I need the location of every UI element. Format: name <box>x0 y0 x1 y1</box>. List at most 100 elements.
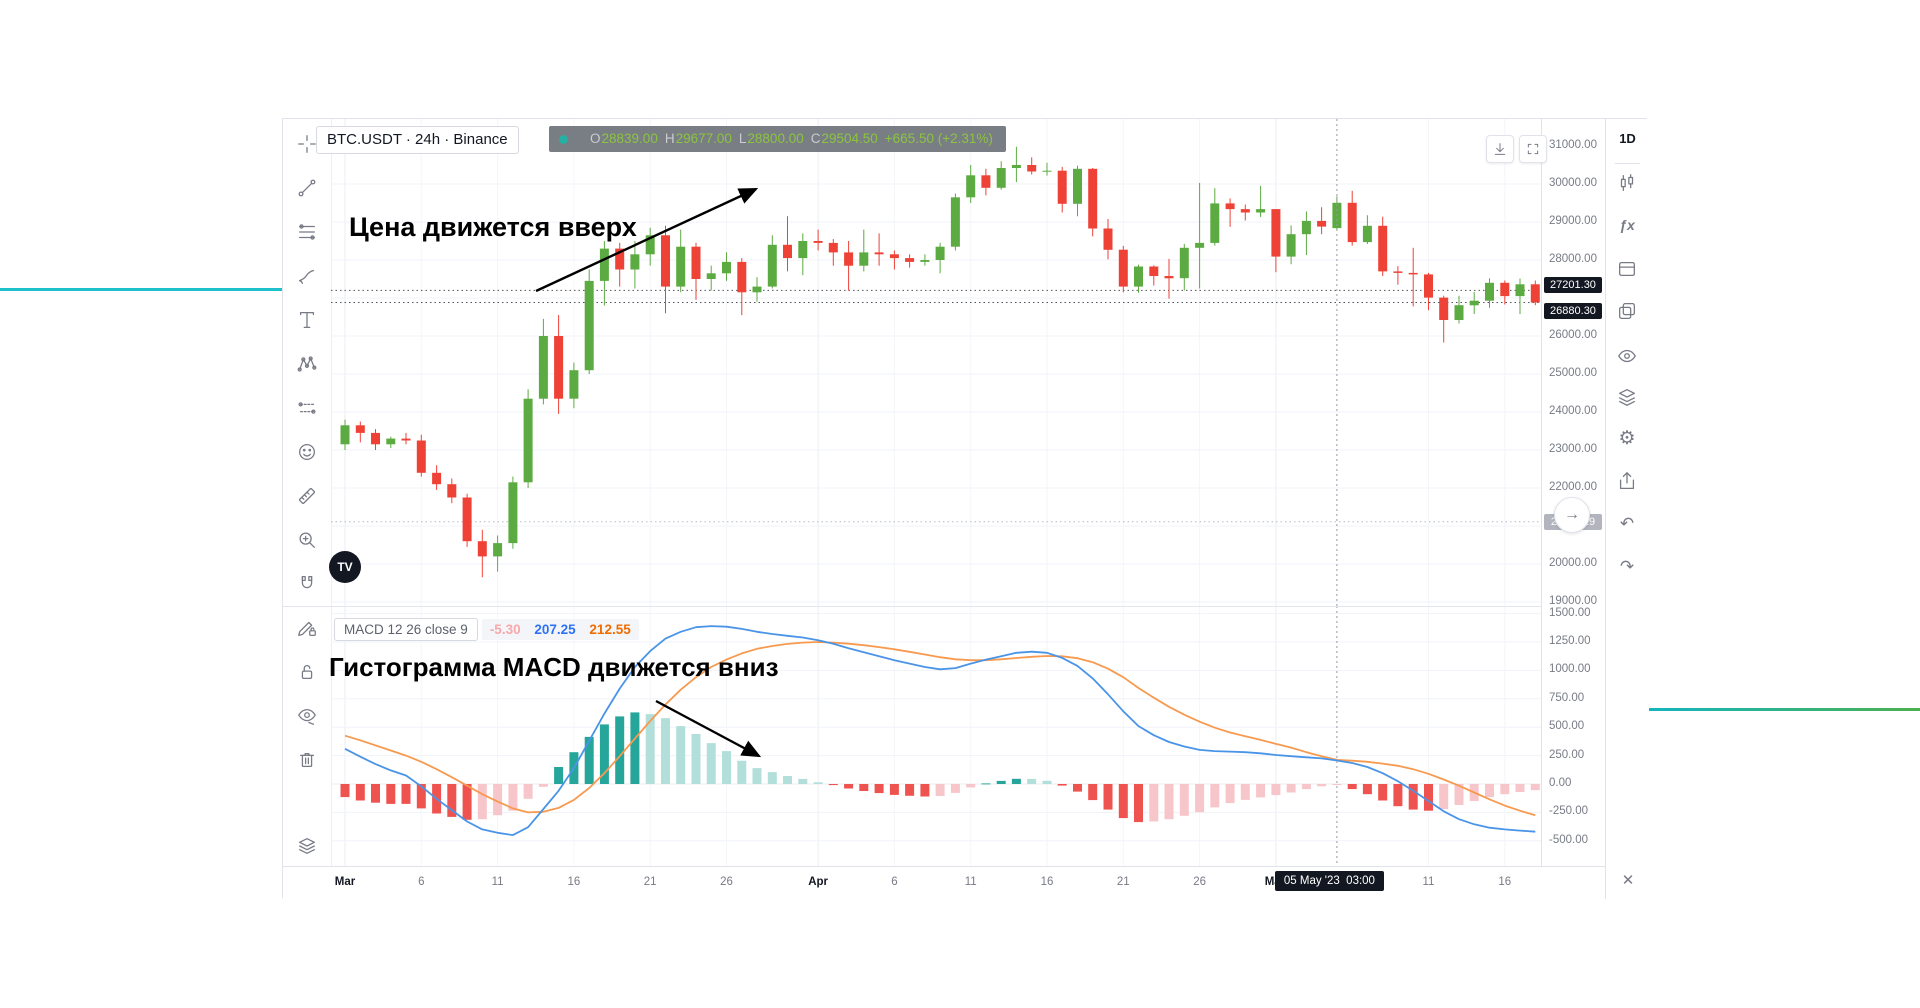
price-axis-label: 24000.00 <box>1549 405 1597 417</box>
ohlc-open-label: O <box>590 131 601 146</box>
ohlc-open-value: 28839.00 <box>601 131 658 146</box>
macd-signal-value: 212.55 <box>589 622 631 637</box>
compare-icon[interactable] <box>1614 298 1640 324</box>
time-axis-label: 16 <box>1498 876 1512 888</box>
price-axis-label: 28000.00 <box>1549 253 1597 265</box>
ohlc-low-label: L <box>738 131 747 146</box>
magnet-icon[interactable] <box>294 571 320 597</box>
up-arrow-drawing[interactable] <box>535 187 759 293</box>
time-axis-label: 21 <box>1116 876 1130 888</box>
candles-icon[interactable] <box>1614 170 1640 196</box>
time-axis-label: 26 <box>1193 876 1206 888</box>
trash-icon[interactable] <box>294 747 320 773</box>
macd-pane-canvas[interactable] <box>331 606 1541 866</box>
prediction-icon[interactable] <box>294 395 320 421</box>
time-axis-label: 6 <box>418 876 425 888</box>
crosshair-icon[interactable] <box>294 131 320 157</box>
tradingview-logo[interactable]: TV <box>329 551 361 583</box>
price-pane-content <box>331 119 1541 606</box>
macd-legend-title[interactable]: MACD 12 26 close 9 <box>334 618 478 641</box>
ohlc-low-value: 28800.00 <box>747 131 804 146</box>
ohlc-close-label: C <box>810 131 821 146</box>
price-pane-canvas[interactable] <box>331 119 1541 606</box>
template-icon[interactable] <box>1614 256 1640 282</box>
toolbar-divider <box>1615 163 1640 164</box>
download-icon <box>1494 143 1506 155</box>
fullscreen-button[interactable] <box>1519 135 1547 163</box>
redo-icon[interactable]: ↷ <box>1619 557 1635 576</box>
macd-axis-label: 0.00 <box>1549 777 1572 789</box>
price-axis-label: 19000.00 <box>1549 595 1597 607</box>
price-axis[interactable]: 31000.00 30000.00 29000.00 28000.00 26000.00… <box>1541 119 1606 866</box>
interval-button[interactable]: 1D <box>1619 131 1636 146</box>
object-tree-icon[interactable] <box>294 833 320 859</box>
macd-axis-label: -250.00 <box>1549 805 1589 818</box>
time-axis-label: 16 <box>567 876 581 888</box>
macd-hist-value: -5.30 <box>489 622 521 637</box>
macd-pane-content <box>331 606 1541 866</box>
text-tool-icon[interactable] <box>294 307 320 333</box>
hide-drawings-icon[interactable] <box>294 703 320 729</box>
close-icon[interactable]: ✕ <box>1621 872 1635 889</box>
time-axis-label: 11 <box>491 876 504 888</box>
down-arrow-drawing[interactable] <box>655 699 762 758</box>
right-accent-line <box>1647 708 1920 711</box>
indicators-fx-icon[interactable]: ƒx <box>1619 217 1635 233</box>
price-axis-label: 25000.00 <box>1549 367 1597 379</box>
brush-icon[interactable] <box>294 263 320 289</box>
ohlc-legend: O 28839.00 H 29677.00 L 28800.00 C 29504… <box>549 126 1006 152</box>
price-axis-label: 31000.00 <box>1549 139 1597 151</box>
share-icon[interactable] <box>1614 468 1640 494</box>
pane-separator[interactable] <box>283 606 1605 607</box>
series-dot-icon <box>559 134 568 144</box>
time-axis-label: Apr <box>808 876 828 888</box>
emoji-icon[interactable] <box>294 439 320 465</box>
price-axis-label: 22000.00 <box>1549 481 1597 493</box>
fib-retracement-icon[interactable] <box>294 219 320 245</box>
chart-window: BTC.USDT · 24h · Binance O 28839.00 H 29… <box>282 118 1649 900</box>
time-axis[interactable]: 05 May '23 03:00 Mar 6 11 16 21 26 Apr 6 11 16 21 2… <box>283 866 1605 900</box>
macd-legend: MACD 12 26 close 9 -5.30 207.25 212.55 <box>334 618 639 641</box>
annotation-arrows <box>535 187 762 758</box>
left-accent-line <box>0 288 282 291</box>
zoom-in-icon[interactable] <box>294 527 320 553</box>
time-axis-label: 21 <box>643 876 657 888</box>
drawing-toolbar <box>283 119 332 899</box>
price-badge: 27201.30 <box>1544 277 1602 294</box>
trend-line-icon[interactable] <box>294 175 320 201</box>
macd-axis-label: 1000.00 <box>1549 663 1591 676</box>
goto-realtime-button[interactable]: → <box>1554 497 1590 533</box>
macd-axis-label: 250.00 <box>1549 748 1585 761</box>
macd-line-value: 207.25 <box>534 622 576 637</box>
price-badge: 26880.30 <box>1544 302 1602 319</box>
macd-legend-values: -5.30 207.25 212.55 <box>481 619 639 640</box>
right-arrow-icon: → <box>1564 506 1580 523</box>
time-axis-label: 16 <box>1040 876 1054 888</box>
download-button[interactable] <box>1486 135 1514 163</box>
macd-axis-label: -500.00 <box>1549 833 1589 846</box>
time-axis-label: 26 <box>720 876 733 888</box>
fullscreen-icon <box>1527 143 1539 155</box>
eye-icon[interactable] <box>1614 343 1640 369</box>
lock-icon[interactable] <box>294 659 320 685</box>
macd-axis-label: 500.00 <box>1549 720 1585 733</box>
layers-icon[interactable] <box>1614 384 1640 410</box>
time-tooltip: 05 May '23 03:00 <box>1274 871 1384 891</box>
annotation-price-up[interactable]: Цена движется вверх <box>349 212 637 242</box>
time-axis-label: Mar <box>334 876 356 888</box>
annotation-macd-down[interactable]: Гистограмма MACD движется вниз <box>329 652 779 682</box>
macd-axis-label: 1250.00 <box>1549 635 1591 647</box>
time-axis-label: 11 <box>1422 876 1435 888</box>
ohlc-close-value: 29504.50 <box>821 131 878 146</box>
price-axis-label: 23000.00 <box>1549 443 1597 455</box>
price-axis-label: 26000.00 <box>1549 329 1597 341</box>
draw-lock-icon[interactable] <box>294 615 320 641</box>
symbol-legend[interactable]: BTC.USDT · 24h · Binance <box>316 126 519 154</box>
price-axis-label: 30000.00 <box>1549 177 1597 189</box>
undo-icon[interactable]: ↶ <box>1619 514 1635 533</box>
settings-gear-icon[interactable]: ⚙ <box>1618 427 1636 449</box>
xabcd-pattern-icon[interactable] <box>294 351 320 377</box>
price-axis-label: 29000.00 <box>1549 215 1597 227</box>
ohlc-change-value: +665.50 (+2.31%) <box>884 131 993 146</box>
ruler-icon[interactable] <box>294 483 320 509</box>
